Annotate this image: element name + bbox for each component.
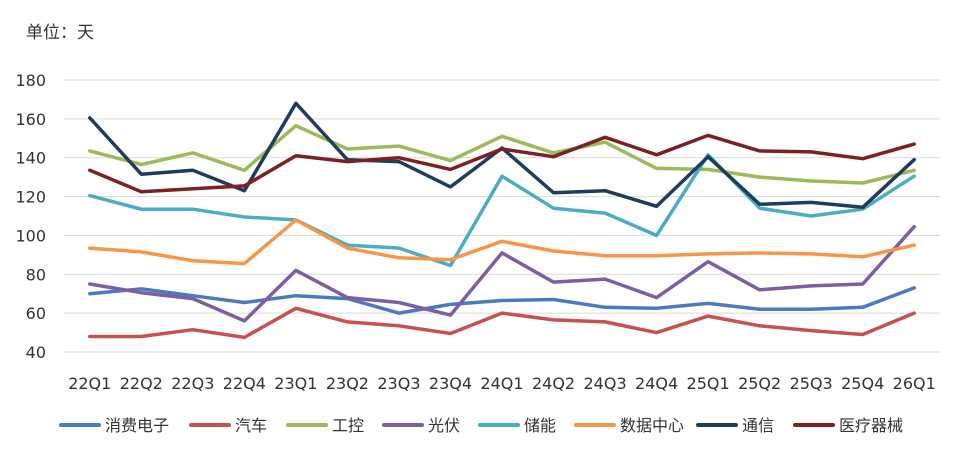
y-tick-label: 60 xyxy=(26,304,46,323)
series-lines xyxy=(88,101,916,340)
x-tick-label: 25Q2 xyxy=(738,374,781,393)
x-tick-label: 26Q1 xyxy=(893,374,936,393)
unit-label: 单位：天 xyxy=(26,23,94,43)
x-tick-label: 23Q4 xyxy=(429,374,472,393)
x-tick-label: 25Q3 xyxy=(790,374,833,393)
y-tick-label: 80 xyxy=(26,265,46,284)
legend-label: 通信 xyxy=(742,416,774,435)
x-tick-label: 22Q1 xyxy=(68,374,111,393)
y-tick-label: 160 xyxy=(15,110,46,129)
y-tick-label: 180 xyxy=(15,71,46,90)
series-line-汽车 xyxy=(88,306,916,340)
legend-label: 储能 xyxy=(524,416,556,435)
legend-label: 汽车 xyxy=(235,416,267,435)
series-line-消费电子 xyxy=(88,286,916,315)
x-tick-label: 23Q1 xyxy=(274,374,317,393)
legend-label: 光伏 xyxy=(428,416,460,435)
y-tick-label: 120 xyxy=(15,188,46,207)
x-tick-label: 24Q4 xyxy=(635,374,678,393)
x-tick-label: 25Q4 xyxy=(841,374,884,393)
x-tick-label: 24Q2 xyxy=(532,374,575,393)
x-tick-label: 22Q2 xyxy=(120,374,163,393)
x-tick-label: 24Q3 xyxy=(583,374,626,393)
legend-label: 医疗器械 xyxy=(839,416,903,435)
x-tick-label: 23Q3 xyxy=(377,374,420,393)
legend-label: 工控 xyxy=(332,416,364,435)
series-line-医疗器械 xyxy=(88,133,916,194)
series-line-工控 xyxy=(88,123,916,185)
x-tick-label: 22Q3 xyxy=(171,374,214,393)
legend-label: 消费电子 xyxy=(105,416,169,435)
legend: 消费电子 汽车 工控 光伏 储能 数据中心 通信 医疗器械 xyxy=(59,416,903,435)
series-line-光伏 xyxy=(88,224,916,323)
y-tick-label: 140 xyxy=(15,149,46,168)
y-tick-label: 40 xyxy=(26,343,46,362)
x-tick-label: 22Q4 xyxy=(223,374,266,393)
series-line-储能 xyxy=(88,153,916,268)
x-tick-label: 24Q1 xyxy=(480,374,523,393)
series-line-数据中心 xyxy=(88,218,916,266)
legend-label: 数据中心 xyxy=(620,416,684,435)
y-tick-label: 100 xyxy=(15,226,46,245)
x-tick-label: 25Q1 xyxy=(687,374,730,393)
x-tick-label: 23Q2 xyxy=(326,374,369,393)
